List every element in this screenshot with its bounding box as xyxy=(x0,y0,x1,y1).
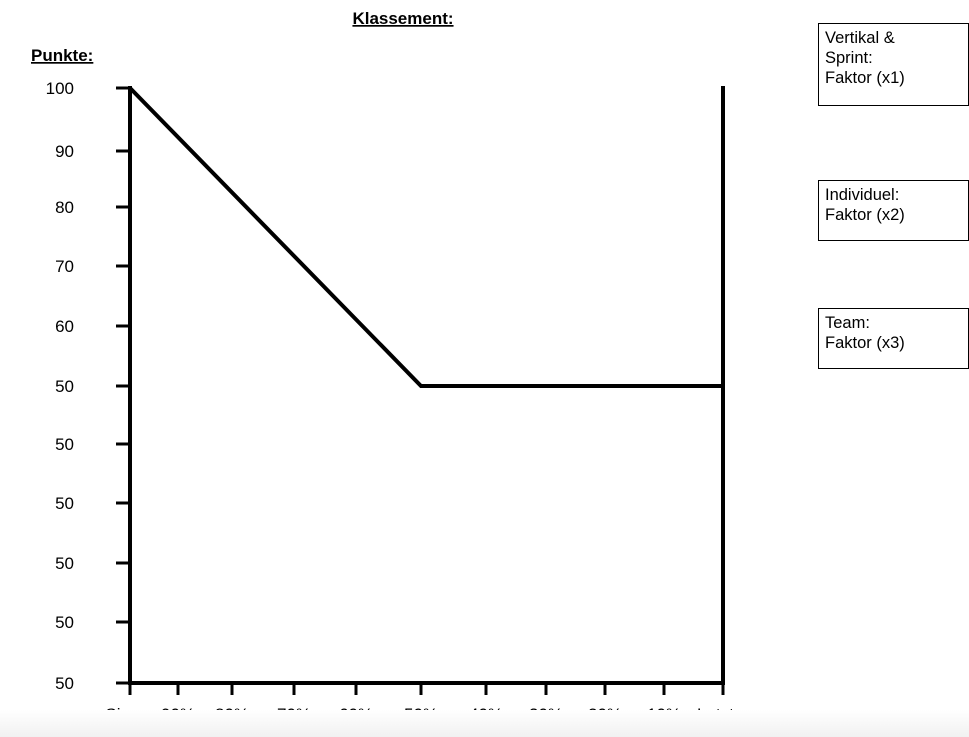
factor-box-vertical-sprint: Vertikal & Sprint: Faktor (x1) xyxy=(818,23,969,106)
factor-box-line: Faktor (x1) xyxy=(825,69,905,87)
factor-box-line: Vertikal & xyxy=(825,29,895,47)
y-tick-label: 80 xyxy=(55,198,74,217)
y-tick-label: 50 xyxy=(55,377,74,396)
chart-title: Klassement: xyxy=(352,9,453,28)
y-tick-label: 60 xyxy=(55,317,74,336)
factor-box-line: Faktor (x3) xyxy=(825,334,905,352)
factor-box-line: Individuel: xyxy=(825,186,900,204)
y-tick-label: 50 xyxy=(55,494,74,513)
y-axis-label: Punkte: xyxy=(31,46,93,65)
bottom-strip xyxy=(0,710,969,737)
y-tick-label: 70 xyxy=(55,257,74,276)
y-tick-label: 50 xyxy=(55,613,74,632)
y-tick-label: 50 xyxy=(55,674,74,693)
y-tick-label: 90 xyxy=(55,142,74,161)
factor-box-line: Team: xyxy=(825,314,870,332)
y-tick-label: 50 xyxy=(55,554,74,573)
factor-box-line: Faktor (x2) xyxy=(825,206,905,224)
factor-box-individual: Individuel: Faktor (x2) xyxy=(818,180,969,241)
factor-box-line: Sprint: xyxy=(825,49,873,67)
series-line xyxy=(128,86,723,388)
y-tick-label: 100 xyxy=(46,79,74,98)
factor-box-team: Team: Faktor (x3) xyxy=(818,308,969,369)
y-tick-label: 50 xyxy=(55,435,74,454)
